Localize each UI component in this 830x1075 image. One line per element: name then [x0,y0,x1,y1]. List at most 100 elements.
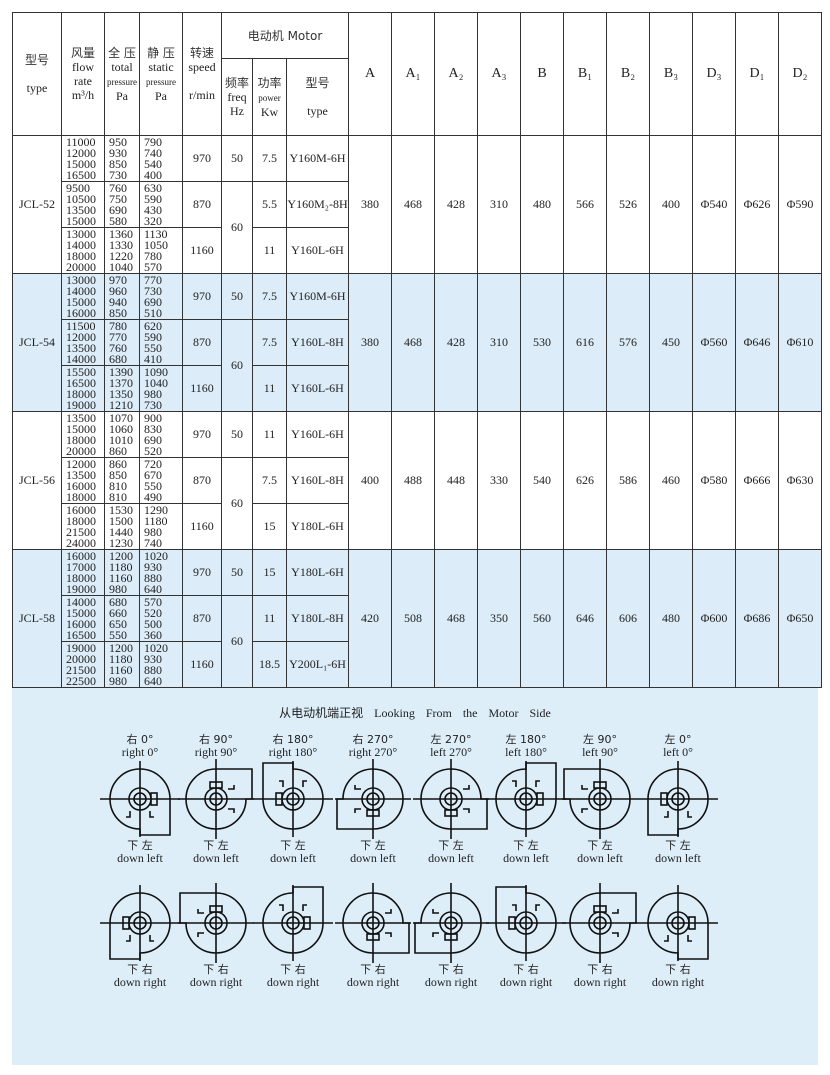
value: 1220 [109,248,133,263]
diagram-title: 从电动机端正视 Looking From the Motor Side [279,706,551,720]
dimension-cell: Φ646 [735,273,780,412]
dimension-cell: 480 [520,135,565,274]
value: 430 [144,202,162,217]
col-power: 功率 power Kw [252,58,287,136]
dimension-cell: 480 [649,549,694,688]
fan-housing-icon [178,759,254,839]
fan-orientation-down-left: 右 90° right 90° 下 左 down left [176,733,256,865]
direction-en: down left [503,851,549,865]
freq-cell: 60 [221,595,253,688]
direction-cn: 下 左 [280,839,306,852]
value: 10500 [66,191,96,206]
value: 1350 [109,386,133,401]
dimension-cell: Φ666 [735,411,780,550]
fan-orientation-down-right: 下 右 down right [333,883,413,989]
model-name: JCL-54 [12,273,62,412]
dimension-cell: 560 [520,549,565,688]
fan-orientation-down-left: 左 90° left 90° 下 左 down left [560,733,640,865]
flow-cell: 13000 14000 18000 20000 [61,226,105,274]
value: 18000 [66,386,96,401]
value: 1020 [144,640,168,655]
value: 930 [144,651,162,666]
total-pressure-cell: 760 750 690 580 [104,181,140,228]
value: 21500 [66,662,96,677]
direction-cn: 下 左 [587,839,613,852]
freq-cell: 60 [221,457,253,550]
power-cell: 5.5 [252,181,287,228]
power-cell: 11 [252,365,287,412]
direction-en: down right [499,975,553,989]
fan-housing-icon [413,883,489,963]
total-pressure-cell: 780 770 760 680 [104,319,140,366]
value: 620 [144,318,162,333]
fan-housing-icon [100,761,180,837]
value: 520 [144,443,162,458]
value: 570 [144,259,162,274]
table-row: 15500 16500 18000 19000 1390 1370 1350 1210 1090… [13,365,822,412]
static-pressure-cell: 770 730 690 510 [139,273,183,320]
col-B3: B₃ [649,12,694,136]
dimension-cell: 530 [520,273,565,412]
direction-cn: 下 左 [127,839,153,852]
fan-housing-icon [638,761,718,837]
direction-en: down right [189,975,243,989]
table-row: JCL-56 13500 15000 18000 20000 1070 1060 1010 86… [12,411,823,550]
value: 550 [144,478,162,493]
motor-type-cell: Y180L-6H [285,549,350,596]
value: 17000 [66,559,96,574]
dimension-cell: 330 [477,411,522,550]
value: 12000 [66,329,96,344]
direction-en: down left [117,851,163,865]
value: 730 [109,167,127,182]
col-A2: A₂ [434,12,479,136]
dimension-cell: 400 [649,135,694,274]
value: 980 [109,581,127,596]
power-cell: 7.5 [252,135,287,182]
direction-cn: 下 左 [665,839,691,852]
motor-type-cell: Y160M-6H [285,273,350,320]
dimension-cell: 428 [434,273,479,412]
value: 960 [109,283,127,298]
flow-cell: 12000 13500 16000 18000 [61,457,105,504]
orientation-en: left 180° [505,745,547,759]
dimension-cell: Φ686 [735,549,780,688]
direction-cn: 下 右 [360,963,386,976]
col-D1: D₁ [735,12,780,136]
value: 13000 [66,226,96,241]
flow-cell: 13500 15000 18000 20000 [61,411,105,458]
speed-cell: 1160 [182,503,222,550]
direction-en: down left [428,851,474,865]
value: 19000 [66,640,96,655]
motor-type-cell: Y200L₁-6H [285,641,350,688]
model-name: JCL-56 [12,411,62,550]
orientation-cn: 右 270° [352,733,394,746]
fan-housing-icon [486,885,566,961]
power-cell: 7.5 [252,273,287,320]
fan-orientation-down-right: 下 右 down right [176,883,256,989]
value: 1180 [144,513,168,528]
value: 1040 [109,259,133,274]
value: 410 [144,351,162,366]
value: 1060 [109,421,133,436]
fan-orientation-down-left: 右 270° right 270° 下 左 down left [333,733,413,865]
power-cell: 7.5 [252,457,287,504]
flow-cell: 11500 12000 13500 14000 [61,319,105,366]
fan-orientation-down-right: 下 右 down right [253,883,333,989]
fan-orientation-down-left: 左 180° left 180° 下 左 down left [486,733,566,865]
dimension-cell: 380 [348,135,393,274]
direction-cn: 下 左 [513,839,539,852]
static-pressure-cell: 630 590 430 320 [139,181,183,228]
value: 14000 [66,594,96,609]
value: 1370 [109,375,133,390]
value: 1210 [109,397,133,412]
value: 320 [144,213,162,228]
dimension-cell: Φ650 [778,549,823,688]
static-pressure-cell: 1130 1050 780 570 [139,227,183,274]
value: 690 [144,432,162,447]
speed-cell: 870 [182,319,222,366]
orientation-cn: 左 90° [583,733,617,746]
value: 980 [144,524,162,539]
speed-cell: 1160 [182,641,222,688]
col-A: A [348,12,393,136]
value: 750 [109,191,127,206]
